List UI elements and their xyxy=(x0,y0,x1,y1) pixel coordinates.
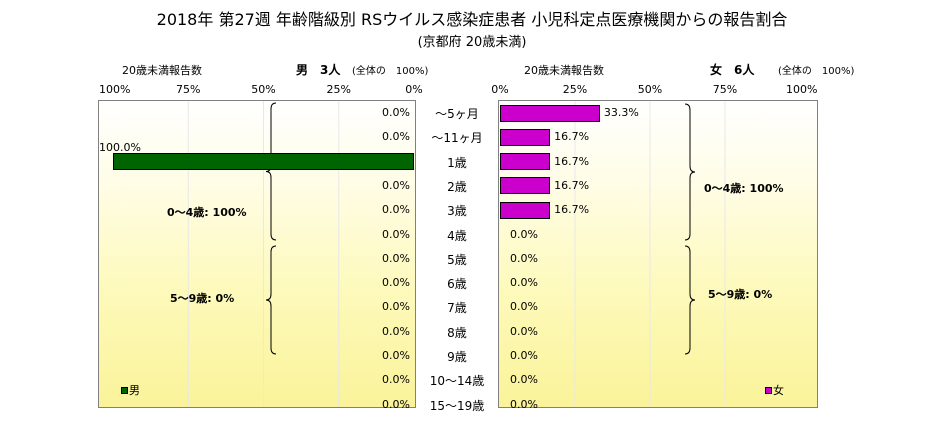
left-total-label: (全体の 100%) xyxy=(352,66,429,77)
male-bar xyxy=(113,153,414,171)
male-value-label: 0.0% xyxy=(382,397,410,411)
legend-swatch-female xyxy=(765,387,772,394)
left-group1-label: 0～4歳: 100% xyxy=(167,206,247,219)
female-bar xyxy=(500,128,551,146)
category-label: 1歳 xyxy=(447,155,467,170)
grid-lines xyxy=(187,101,726,407)
female-value-label: 0.0% xyxy=(510,349,538,362)
female-value-label: 0.0% xyxy=(510,373,538,387)
group-brace xyxy=(265,245,277,355)
left-tick-label: 75% xyxy=(176,83,201,96)
category-label: 4歳 xyxy=(447,228,467,243)
female-value-label: 33.3% xyxy=(603,106,639,119)
category-label: 7歳 xyxy=(447,301,467,316)
right-tick-label: 100% xyxy=(786,83,818,96)
left-tick-label: 50% xyxy=(251,83,276,96)
category-label: 5歳 xyxy=(447,252,467,267)
right-group2-label: 5～9歳: 0% xyxy=(708,288,773,301)
male-value-label: 0.0% xyxy=(382,178,410,192)
right-tick-label: 50% xyxy=(637,83,663,96)
category-label: ～5ヶ月 xyxy=(435,107,479,121)
category-label: 3歳 xyxy=(447,204,467,219)
right-tick-label: 0% xyxy=(491,83,509,96)
male-value-label: 0.0% xyxy=(382,130,410,144)
legend-swatch-male xyxy=(121,387,128,394)
female-value-label: 16.7% xyxy=(554,130,590,144)
group-braces xyxy=(265,102,696,355)
category-label: 2歳 xyxy=(447,179,467,194)
female-value-label: 0.0% xyxy=(510,251,538,265)
female-value-label: 0.0% xyxy=(510,397,538,411)
chart-title: 2018年 第27週 年齢階級別 RSウイルス感染症患者 小児科定点医療機関から… xyxy=(156,10,788,29)
right-panel-header: 女 6人 xyxy=(710,63,755,77)
male-value-label: 0.0% xyxy=(382,373,410,387)
female-value-label: 16.7% xyxy=(554,203,590,217)
left-count-label: 20歳未満報告数 xyxy=(122,64,202,77)
female-value-label: 0.0% xyxy=(510,227,538,241)
right-total-label: (全体の 100%) xyxy=(778,66,855,77)
right-plot-area xyxy=(498,100,818,408)
female-bar xyxy=(500,153,551,171)
right-tick-label: 25% xyxy=(562,83,588,96)
male-value-label: 0.0% xyxy=(382,106,410,119)
female-value-label: 0.0% xyxy=(510,276,538,290)
female-value-label: 16.7% xyxy=(554,154,590,168)
female-bar xyxy=(500,201,551,219)
male-value-label: 0.0% xyxy=(382,227,410,241)
male-value-label: 0.0% xyxy=(382,324,410,338)
group-brace xyxy=(684,245,696,355)
category-label: 8歳 xyxy=(447,325,467,340)
group-brace xyxy=(684,103,696,241)
legend-label-male: 男 xyxy=(129,384,140,397)
right-count-label: 20歳未満報告数 xyxy=(524,64,604,77)
right-group1-label: 0～4歳: 100% xyxy=(704,182,784,195)
right-tick-label: 75% xyxy=(712,83,738,96)
left-group2-label: 5～9歳: 0% xyxy=(170,292,235,305)
male-value-label: 0.0% xyxy=(382,276,410,290)
group-brace xyxy=(265,102,277,241)
left-tick-label: 25% xyxy=(326,83,351,96)
female-value-label: 0.0% xyxy=(510,300,538,314)
category-label: ～11ヶ月 xyxy=(431,131,483,146)
left-plot-area xyxy=(98,100,416,408)
female-bar xyxy=(500,177,551,195)
category-label: 6歳 xyxy=(447,277,467,292)
left-tick-label: 100% xyxy=(99,83,131,96)
category-label: 9歳 xyxy=(447,350,467,364)
left-tick-label: 0% xyxy=(405,83,423,96)
legend-label-female: 女 xyxy=(773,384,784,397)
male-value-label: 0.0% xyxy=(382,349,410,362)
female-value-label: 16.7% xyxy=(554,178,590,192)
male-value-label: 100.0% xyxy=(99,140,141,154)
category-label: 10～14歳 xyxy=(429,374,485,389)
male-value-label: 0.0% xyxy=(382,251,410,265)
female-bar xyxy=(500,104,600,122)
category-label: 15～19歳 xyxy=(429,398,485,413)
female-value-label: 0.0% xyxy=(510,324,538,338)
male-value-label: 0.0% xyxy=(382,203,410,217)
chart-subtitle: (京都府 20歳未満) xyxy=(417,35,527,50)
left-panel-header: 男 3人 xyxy=(296,63,341,77)
male-value-label: 0.0% xyxy=(382,300,410,314)
